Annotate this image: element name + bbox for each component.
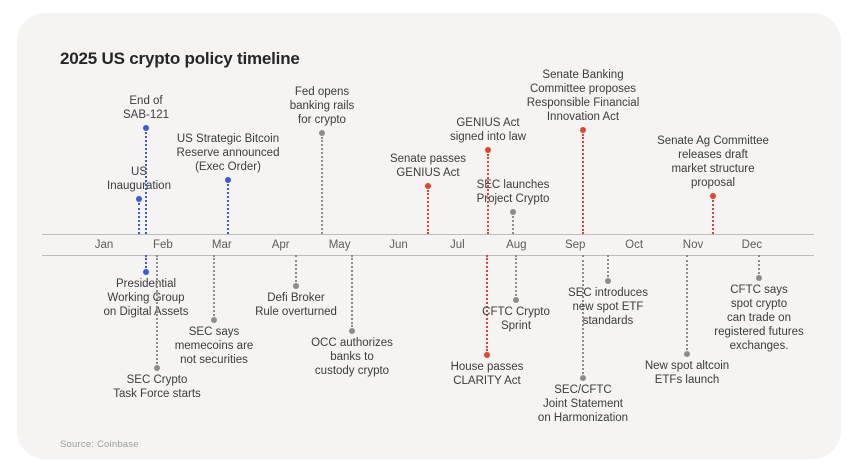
event-label: Senate passes GENIUS Act [389, 153, 467, 179]
event-connector-line [582, 134, 584, 234]
event-connector-line [213, 255, 215, 316]
axis-month-aug: Aug [506, 239, 527, 251]
event-label: Defi Broker Rule overturned [255, 292, 337, 318]
event-dot [485, 147, 491, 153]
event-connector-line [145, 132, 147, 234]
axis-month-mar: Mar [211, 239, 232, 251]
event-connector-line [227, 184, 229, 234]
event-label: US Strategic Bitcoin Reserve announced (… [176, 133, 280, 173]
event-connector-line [138, 203, 140, 234]
timeline-axis-line-top [42, 234, 814, 235]
event-label: SEC says memecoins are not securities [174, 326, 254, 366]
event-connector-line [582, 255, 584, 374]
event-connector-line [686, 255, 688, 350]
event-label: CFTC says spot crypto can trade on regis… [714, 284, 804, 352]
event-connector-line [607, 255, 609, 277]
event-dot [211, 317, 217, 323]
axis-month-jul: Jul [450, 239, 465, 251]
axis-month-oct: Oct [625, 239, 644, 251]
event-connector-line [427, 190, 429, 234]
event-label: House passes CLARITY Act [450, 361, 524, 387]
event-label: SEC launches Project Crypto [476, 179, 550, 205]
event-dot [580, 375, 586, 381]
event-dot [143, 269, 149, 275]
event-label: GENIUS Act signed into law [449, 117, 527, 143]
event-dot [293, 283, 299, 289]
event-dot [319, 130, 325, 136]
event-label: Presidential Working Group on Digital As… [103, 278, 189, 318]
event-dot [756, 275, 762, 281]
event-dot [484, 352, 490, 358]
axis-month-feb: Feb [152, 239, 173, 251]
axis-month-sep: Sep [564, 239, 586, 251]
axis-month-may: May [328, 239, 351, 251]
event-connector-line [512, 216, 514, 234]
axis-month-dec: Dec [741, 239, 763, 251]
event-dot [143, 125, 149, 131]
event-connector-line [351, 255, 353, 327]
event-label: Senate Banking Committee proposes Respon… [526, 69, 640, 123]
event-label: SEC introduces new spot ETF standards [568, 287, 648, 327]
event-label: Fed opens banking rails for crypto [289, 86, 355, 126]
crypto-timeline-card: 2025 US crypto policy timeline Source: C… [17, 13, 841, 459]
event-connector-line [321, 137, 323, 234]
event-label: CFTC Crypto Sprint [482, 306, 550, 332]
event-dot [225, 177, 231, 183]
axis-month-nov: Nov [682, 239, 704, 251]
event-dot [513, 297, 519, 303]
event-dot [580, 127, 586, 133]
chart-title: 2025 US crypto policy timeline [60, 49, 300, 68]
event-label: OCC authorizes banks to custody crypto [311, 337, 393, 377]
event-dot [510, 209, 516, 215]
event-dot [425, 183, 431, 189]
event-label: End of SAB-121 [122, 95, 170, 121]
event-dot [154, 365, 160, 371]
source-label: Source: Coinbase [60, 439, 139, 450]
event-label: New spot altcoin ETFs launch [644, 360, 730, 386]
axis-month-apr: Apr [271, 239, 290, 251]
event-label: US Inauguration [107, 166, 171, 192]
event-connector-line [758, 255, 760, 274]
event-connector-line [156, 255, 158, 364]
event-connector-line [145, 255, 147, 268]
event-label: Senate Ag Committee releases draft marke… [657, 135, 769, 189]
event-connector-line [712, 200, 714, 234]
event-label: SEC Crypto Task Force starts [113, 374, 201, 400]
event-connector-line [487, 154, 489, 234]
event-dot [349, 328, 355, 334]
event-dot [710, 193, 716, 199]
event-dot [684, 351, 690, 357]
event-dot [605, 278, 611, 284]
event-connector-line [295, 255, 297, 282]
event-connector-line [515, 255, 517, 296]
axis-month-jan: Jan [94, 239, 114, 251]
event-label: SEC/CFTC Joint Statement on Harmonizatio… [537, 384, 629, 424]
event-dot [136, 196, 142, 202]
axis-month-jun: Jun [389, 239, 408, 251]
event-connector-line [486, 255, 488, 351]
timeline-axis-line-bottom [42, 255, 814, 256]
